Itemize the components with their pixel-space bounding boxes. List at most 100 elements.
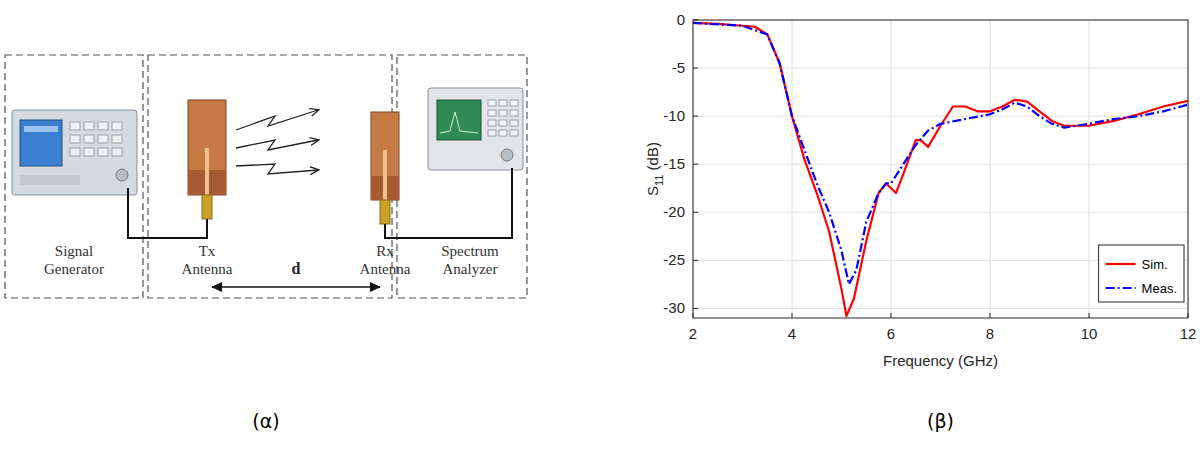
legend-box xyxy=(1099,245,1184,302)
radiation-arrow xyxy=(236,140,318,150)
axis-title-y-subscript: 11 xyxy=(653,175,665,186)
axis-title-y-part: (dB) xyxy=(644,142,661,175)
analyzer-key xyxy=(499,130,507,136)
plot-frame xyxy=(693,20,1188,318)
distance-arrow xyxy=(212,286,380,288)
tick-label-x: 10 xyxy=(1081,325,1098,342)
generator-key xyxy=(84,122,94,130)
grid-line-y xyxy=(693,212,1188,213)
tick-label-y: -20 xyxy=(663,203,685,220)
analyzer-key xyxy=(510,130,518,136)
analyzer-key xyxy=(510,110,518,116)
block-label: Antenna xyxy=(182,261,233,277)
generator-key xyxy=(70,135,80,143)
tick-label-x: 2 xyxy=(689,325,697,342)
tick-label-y: -5 xyxy=(672,59,685,76)
series-line xyxy=(693,23,1188,316)
tick-x xyxy=(792,313,793,318)
legend-label: Meas. xyxy=(1142,281,1177,296)
panel-caption: (α) xyxy=(252,410,279,432)
spectrum-analyzer xyxy=(428,88,523,170)
tx-connector xyxy=(202,195,212,219)
generator-key xyxy=(98,148,108,156)
block-label: Signal xyxy=(55,243,93,259)
block-label: Generator xyxy=(44,261,104,277)
tick-label-x: 8 xyxy=(986,325,994,342)
signal-generator xyxy=(12,110,137,195)
tick-label-y: -10 xyxy=(663,107,685,124)
axis-title-y: S11 (dB) xyxy=(644,142,665,196)
legend-swatch xyxy=(1106,287,1136,289)
tick-label-y: 0 xyxy=(677,11,685,28)
rx-cable xyxy=(385,168,512,238)
tick-label-y: -15 xyxy=(663,155,685,172)
rx-connector xyxy=(380,200,390,224)
analyzer-knob xyxy=(501,149,513,161)
generator-key xyxy=(98,135,108,143)
grid-line-x xyxy=(792,20,793,318)
tick-y xyxy=(693,68,698,69)
analyzer-key xyxy=(488,110,496,116)
radiation-arrow xyxy=(236,164,318,174)
legend: Sim.Meas. xyxy=(1099,245,1184,302)
analyzer-screen xyxy=(437,100,481,140)
panel-caption: (β) xyxy=(927,410,954,432)
dashed-box xyxy=(5,55,143,298)
generator-panel xyxy=(20,175,80,185)
tick-x xyxy=(1089,313,1090,318)
tick-label-y: -30 xyxy=(663,299,685,316)
analyzer-key xyxy=(488,120,496,126)
tx-antenna-feed xyxy=(205,148,209,195)
analyzer-key xyxy=(488,100,496,106)
grid-line-x xyxy=(990,20,991,318)
dashed-box xyxy=(397,55,527,298)
grid-line-y xyxy=(693,68,1188,69)
tx-cable xyxy=(128,188,207,238)
tick-label-x: 12 xyxy=(1180,325,1197,342)
tick-label-y: -25 xyxy=(663,251,685,268)
block-label: Tx xyxy=(199,243,216,259)
grid-line-x xyxy=(891,20,892,318)
tick-y xyxy=(693,212,698,213)
tick-x xyxy=(891,313,892,318)
analyzer-key xyxy=(499,100,507,106)
generator-key xyxy=(112,148,122,156)
generator-key xyxy=(112,122,122,130)
analyzer-key xyxy=(510,120,518,126)
plot-background xyxy=(693,20,1188,318)
generator-key xyxy=(112,135,122,143)
generator-key xyxy=(84,148,94,156)
rx-antenna-patch xyxy=(371,112,399,200)
grid-line-y xyxy=(693,164,1188,165)
generator-screen-bar xyxy=(24,126,58,132)
block-label: Rx xyxy=(376,243,394,259)
data-lines xyxy=(693,23,1188,316)
setup-diagram: SignalGeneratorTxAntennaRxAntennaSpectru… xyxy=(5,55,527,298)
analyzer-key xyxy=(488,130,496,136)
grid-line-y xyxy=(693,116,1188,117)
tick-x xyxy=(990,313,991,318)
distance-label: d xyxy=(292,260,301,277)
rx-antenna-feed xyxy=(383,150,387,200)
tick-x xyxy=(693,313,694,318)
tick-y xyxy=(693,308,698,309)
generator-key xyxy=(98,122,108,130)
analyzer-key xyxy=(510,100,518,106)
tick-y xyxy=(693,164,698,165)
grid-line-x xyxy=(1089,20,1090,318)
legend-swatch xyxy=(1106,263,1136,265)
axis-title-y-part: S xyxy=(644,186,661,196)
analyzer-key xyxy=(499,110,507,116)
generator-knob xyxy=(116,169,128,181)
radiation-arrow xyxy=(236,110,318,130)
block-label: Spectrum xyxy=(441,243,499,259)
generator-key xyxy=(70,122,80,130)
tick-x xyxy=(1188,313,1189,318)
generator-screen xyxy=(20,120,62,166)
tick-label-x: 6 xyxy=(887,325,895,342)
generator-key xyxy=(84,135,94,143)
tick-label-x: 4 xyxy=(788,325,796,342)
s11-chart: 24681012-30-25-20-15-10-50Frequency (GHz… xyxy=(644,11,1196,369)
grid-line-y xyxy=(693,308,1188,309)
generator-key xyxy=(70,148,80,156)
